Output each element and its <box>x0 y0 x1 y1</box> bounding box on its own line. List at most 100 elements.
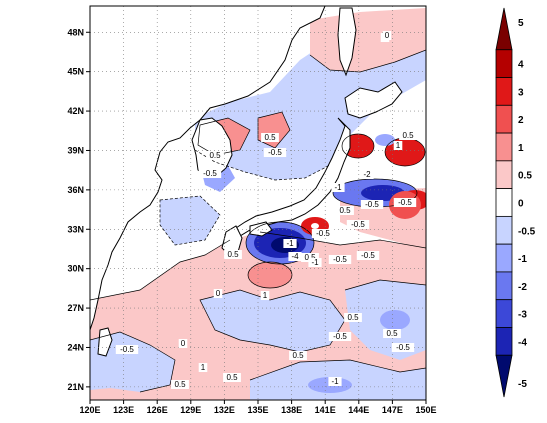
lat-tick-label: 33N <box>67 224 84 234</box>
contour-label: -0.5 <box>365 200 379 209</box>
contour-label: 0 <box>216 289 221 298</box>
contour-label: -0.5 <box>120 345 134 354</box>
contour-label: -0.5 <box>203 169 217 178</box>
fill-light-blue-tsushima <box>160 196 220 245</box>
contour-label: -1 <box>286 239 294 248</box>
contour-line <box>344 279 426 291</box>
colorbar-bin <box>495 327 513 356</box>
contour-label-bg <box>198 169 222 178</box>
colorbar-label: 0.5 <box>518 171 532 182</box>
contour-label: -0.5 <box>398 198 412 207</box>
contour-label: 0.5 <box>402 131 414 140</box>
lat-tick-label: 36N <box>67 185 84 195</box>
contour-label-bg <box>382 31 392 40</box>
colorbar-bin <box>495 132 513 162</box>
contour-label-bg <box>198 363 208 372</box>
contour-label-bg <box>206 151 224 160</box>
contour-label-bg <box>383 329 401 338</box>
colorbar-label: -4 <box>518 337 527 348</box>
lat-tick-label: 48N <box>67 27 84 37</box>
colorbar-label: 1 <box>518 143 524 154</box>
contour-label: -4 <box>291 252 299 261</box>
contour-labels: 0 0.5 0.5 -0.5 -0.5 -2 -0.5 -0.5 0.5 -0.5 -1 0.5 -4 -… <box>115 31 417 389</box>
fill-light-blue-southwest <box>90 332 175 392</box>
contour-label-bg <box>301 253 319 262</box>
land-layer <box>90 6 403 357</box>
fill-light-blue-south-mid <box>200 290 345 352</box>
lon-tick-label: 135E <box>247 405 268 415</box>
contour-label: -0.5 <box>268 148 282 157</box>
contour-line <box>257 111 291 149</box>
colorbar-label: -2 <box>518 282 527 293</box>
lon-tick-label: 129E <box>180 405 201 415</box>
map-plot-area <box>89 5 427 401</box>
contour-label: 0.5 <box>386 329 398 338</box>
colorbar-bin <box>495 77 513 106</box>
contour-line <box>341 133 375 159</box>
contour-label-bg <box>263 148 287 157</box>
contour-label-bg <box>336 206 354 215</box>
contour-label-bg <box>289 351 307 360</box>
contour-label: -0.5 <box>396 343 410 352</box>
contour-label-bg <box>356 251 380 260</box>
blob-south-blue <box>380 310 410 330</box>
contour-line <box>90 239 231 301</box>
contour-line <box>197 117 251 156</box>
contour-label-bg <box>115 345 139 354</box>
contour-label-bg <box>328 255 352 264</box>
contour-label: -0.5 <box>333 332 347 341</box>
land-korea <box>191 117 233 177</box>
contour-label-bg <box>360 170 374 179</box>
contour-label-bg <box>308 258 322 267</box>
lon-tick-label: 150E <box>415 405 436 415</box>
contour-label: 0.5 <box>227 250 239 259</box>
contour-label-bg <box>223 373 241 382</box>
contour-label-bg <box>393 198 417 207</box>
contour-label: 0 <box>385 31 390 40</box>
contour-label-bg <box>261 133 279 142</box>
contour-label-bg <box>288 252 302 261</box>
contour-label-bg <box>399 131 417 140</box>
lat-tick-label: 39N <box>67 145 84 155</box>
colorbar-bin <box>495 104 513 134</box>
contour-label-bg <box>260 291 270 300</box>
lat-tick-label: 45N <box>67 67 84 77</box>
land-hokkaido <box>344 81 403 119</box>
colorbar-arrow-top <box>495 7 513 51</box>
colorbar-bin <box>495 49 513 78</box>
contour-label: 0.5 <box>226 373 238 382</box>
contour-label-bg <box>213 289 223 298</box>
colorbar-label: 2 <box>518 115 524 126</box>
contour-label-bg <box>391 343 415 352</box>
contour-label: -2 <box>363 170 371 179</box>
colorbar-bin <box>495 188 513 217</box>
contour-line-dashed <box>194 149 331 181</box>
contour-label-bg <box>224 250 242 259</box>
lat-tick-label: 27N <box>67 303 84 313</box>
lat-tick-label: 42N <box>67 106 84 116</box>
contour-label: -0.5 <box>361 251 375 260</box>
lon-tick-label: 123E <box>113 405 134 415</box>
land-sakhalin <box>337 7 357 77</box>
contour-line <box>245 221 315 265</box>
contour-label: -1 <box>334 183 342 192</box>
contour-label-bg <box>331 183 345 192</box>
blob-izu-white <box>311 223 319 229</box>
contour-label: -0.5 <box>316 229 330 238</box>
contour-label-bg <box>283 239 297 248</box>
lon-tick-label: 144E <box>348 405 369 415</box>
contour-label-bg <box>328 332 352 341</box>
contour-label-bg <box>178 339 188 348</box>
lon-tick-label: 141E <box>315 405 336 415</box>
blob-kuril-blue <box>375 134 395 146</box>
lon-tick-label: 120E <box>79 405 100 415</box>
colorbar-bin <box>495 243 513 273</box>
contour-label: -1 <box>311 258 319 267</box>
colorbar-label: -0.5 <box>518 226 536 237</box>
contour-label: 0.5 <box>174 380 186 389</box>
contour-label-bg <box>393 141 403 150</box>
contour-label-bg <box>344 313 362 322</box>
lat-axis: 48N 45N 42N 39N 36N 33N 30N 27N 24N 21N <box>67 27 90 392</box>
contour-label: 1 <box>263 291 268 300</box>
